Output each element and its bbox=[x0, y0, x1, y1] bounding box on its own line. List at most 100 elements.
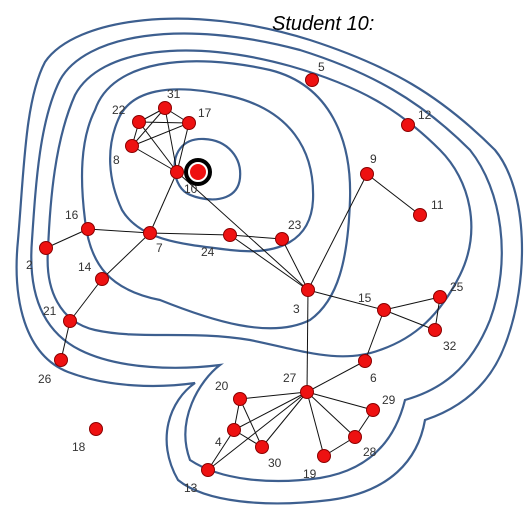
node-label-28: 28 bbox=[363, 445, 377, 459]
node-label-10: 10 bbox=[184, 182, 198, 196]
node-label-4: 4 bbox=[215, 435, 222, 449]
node-20: 20 bbox=[215, 379, 247, 406]
node-19: 19 bbox=[303, 449, 331, 481]
contour-lines bbox=[15, 17, 524, 505]
node-18: 18 bbox=[72, 422, 103, 454]
node-label-26: 26 bbox=[38, 372, 52, 386]
node-label-27: 27 bbox=[283, 371, 297, 385]
node-31: 31 bbox=[158, 87, 181, 115]
node-8: 8 bbox=[113, 139, 139, 167]
node-label-8: 8 bbox=[113, 153, 120, 167]
edge-31-10 bbox=[164, 107, 178, 173]
edge-24-23 bbox=[229, 234, 283, 240]
node-label-3: 3 bbox=[293, 302, 300, 316]
node-label-22: 22 bbox=[112, 103, 126, 117]
node-label-32: 32 bbox=[443, 339, 457, 353]
node-label-21: 21 bbox=[43, 304, 57, 318]
edge-17-10 bbox=[176, 122, 190, 173]
diagram-title: Student 10: bbox=[272, 13, 374, 35]
node-16: 16 bbox=[65, 208, 95, 236]
edge-3-27 bbox=[306, 289, 309, 393]
edge-20-30 bbox=[239, 398, 263, 448]
edge-27-4 bbox=[233, 391, 308, 431]
contour-ring-4 bbox=[46, 49, 473, 358]
node-label-11: 11 bbox=[431, 198, 444, 212]
edge-22-10 bbox=[138, 121, 178, 173]
edge-3-9 bbox=[307, 173, 368, 291]
edge-17-8 bbox=[131, 122, 190, 147]
node-label-2: 2 bbox=[26, 258, 33, 272]
node-6: 6 bbox=[358, 354, 377, 385]
node-label-16: 16 bbox=[65, 208, 79, 222]
node-label-30: 30 bbox=[268, 456, 282, 470]
contour-ring-1 bbox=[173, 137, 242, 201]
node-label-9: 9 bbox=[370, 152, 377, 166]
edge-14-21 bbox=[69, 278, 103, 322]
node-3: 3 bbox=[293, 283, 315, 316]
node-label-14: 14 bbox=[78, 260, 92, 274]
node-14: 14 bbox=[78, 260, 109, 286]
edge-7-24 bbox=[149, 232, 231, 236]
edge-27-28 bbox=[306, 391, 356, 438]
edge-23-3 bbox=[281, 238, 309, 291]
node-label-13: 13 bbox=[184, 481, 198, 495]
edge-27-19 bbox=[306, 391, 325, 457]
contour-ring-6 bbox=[15, 17, 524, 505]
node-label-20: 20 bbox=[215, 379, 229, 393]
edge-10-3 bbox=[176, 171, 309, 291]
node-12: 12 bbox=[401, 108, 432, 132]
node-4: 4 bbox=[215, 423, 241, 449]
node-label-25: 25 bbox=[450, 280, 464, 294]
node-24: 24 bbox=[201, 228, 237, 259]
edge-6-15 bbox=[364, 309, 385, 362]
contour-ring-5 bbox=[30, 32, 503, 483]
node-label-15: 15 bbox=[358, 291, 372, 305]
node-label-19: 19 bbox=[303, 467, 317, 481]
node-30: 30 bbox=[255, 440, 282, 470]
edge-27-20 bbox=[239, 391, 308, 400]
contour-ring-2 bbox=[109, 88, 315, 253]
edge-31-8 bbox=[131, 107, 166, 147]
ego-marker bbox=[184, 158, 212, 186]
edge-7-16 bbox=[87, 228, 151, 234]
node-26: 26 bbox=[38, 353, 68, 386]
edge-24-3 bbox=[229, 234, 309, 291]
node-label-7: 7 bbox=[156, 241, 163, 255]
node-15: 15 bbox=[358, 291, 391, 317]
node-32: 32 bbox=[428, 323, 457, 353]
node-7: 7 bbox=[143, 226, 163, 255]
edge-16-2 bbox=[45, 228, 89, 249]
node-label-5: 5 bbox=[318, 60, 325, 74]
node-label-24: 24 bbox=[201, 245, 215, 259]
node-25: 25 bbox=[433, 280, 464, 304]
node-23: 23 bbox=[275, 218, 302, 246]
node-9: 9 bbox=[360, 152, 377, 181]
edge-22-17 bbox=[138, 121, 190, 124]
edge-3-15 bbox=[307, 289, 385, 311]
node-29: 29 bbox=[366, 393, 396, 417]
node-22: 22 bbox=[112, 103, 146, 129]
node-label-23: 23 bbox=[288, 218, 302, 232]
edge-4-13 bbox=[207, 429, 235, 471]
edge-7-14 bbox=[101, 232, 151, 280]
node-27: 27 bbox=[283, 371, 314, 399]
node-label-17: 17 bbox=[198, 106, 212, 120]
node-11: 11 bbox=[413, 198, 444, 222]
edge-10-7 bbox=[149, 171, 178, 234]
node-label-18: 18 bbox=[72, 440, 86, 454]
node-21: 21 bbox=[43, 304, 77, 328]
node-17: 17 bbox=[182, 106, 212, 130]
edge-27-30 bbox=[261, 391, 308, 448]
edge-27-13 bbox=[207, 391, 308, 471]
node-10: 10 bbox=[170, 165, 198, 196]
node-13: 13 bbox=[184, 463, 215, 495]
node-2: 2 bbox=[26, 241, 53, 272]
network-edges bbox=[45, 107, 441, 471]
node-label-29: 29 bbox=[382, 393, 396, 407]
edge-9-11 bbox=[366, 173, 421, 216]
node-label-6: 6 bbox=[370, 371, 377, 385]
edge-15-25 bbox=[383, 296, 441, 311]
edge-8-10 bbox=[131, 145, 178, 173]
network-nodes: 2 3 4 5 6 7 8 9 10 11 12 13 14 15 16 17 … bbox=[26, 60, 464, 495]
